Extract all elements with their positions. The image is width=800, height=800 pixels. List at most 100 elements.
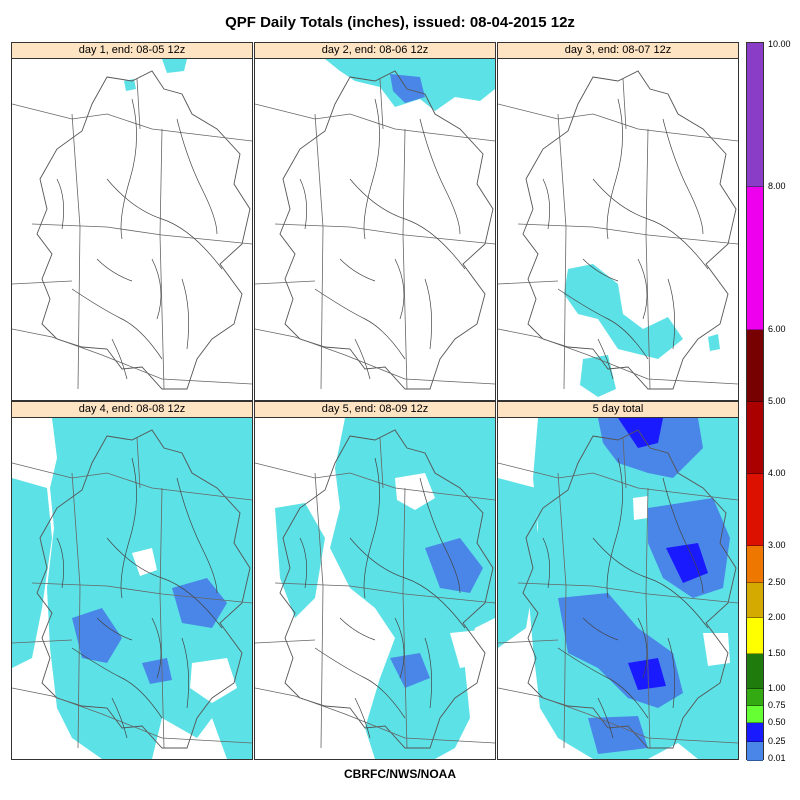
precip-area: [47, 418, 252, 759]
river-line: [542, 537, 550, 589]
panel-header: 5 day total: [498, 402, 738, 418]
legend-swatch: [747, 583, 763, 618]
precip-area: [628, 658, 666, 690]
river-line: [96, 617, 133, 641]
panel-header: day 5, end: 08-09 12z: [255, 402, 495, 418]
legend-swatch: [747, 706, 763, 723]
precip-area: [132, 548, 157, 576]
river-line: [354, 338, 371, 380]
legend-swatch: [747, 723, 763, 742]
precip-area: [12, 478, 52, 668]
legend-swatch: [747, 474, 763, 546]
state-boundary: [498, 103, 738, 142]
river-line: [592, 178, 709, 270]
river-line: [424, 637, 433, 709]
map-day-3: [498, 70, 738, 397]
legend-tick-label: 0.50: [768, 717, 786, 727]
river-line: [592, 537, 709, 629]
state-boundary: [379, 437, 384, 489]
river-line: [394, 258, 405, 320]
legend-tick-label: 0.25: [768, 736, 786, 746]
river-line: [606, 457, 623, 599]
state-boundary: [159, 487, 165, 749]
panel-header: day 1, end: 08-05 12z: [12, 43, 252, 59]
river-line: [354, 697, 371, 739]
basin-boundary: [36, 429, 251, 749]
map-day-4: [12, 418, 252, 759]
river-line: [176, 118, 218, 235]
river-line: [314, 647, 406, 719]
river-line: [349, 537, 466, 629]
basin-boundary: [522, 70, 737, 390]
precip-area: [564, 264, 683, 359]
panel-grid: day 1, end: 08-05 12z day 2, end: 08-06 …: [11, 42, 739, 760]
state-boundary: [12, 280, 73, 285]
basin-boundary: [279, 70, 494, 390]
river-line: [151, 258, 162, 320]
state-boundary: [402, 128, 408, 390]
river-line: [582, 258, 619, 282]
legend-swatch: [747, 546, 763, 583]
legend-swatch: [747, 187, 763, 330]
state-boundary: [498, 280, 559, 285]
precip-area: [498, 478, 538, 648]
chart-title: QPF Daily Totals (inches), issued: 08-04…: [225, 14, 575, 31]
precip-area: [708, 334, 720, 351]
state-boundary: [71, 113, 81, 390]
river-line: [597, 338, 614, 380]
river-line: [667, 637, 676, 709]
panel-5-day-total: 5 day total: [497, 401, 739, 760]
state-boundary: [12, 639, 73, 644]
basin-boundary: [279, 429, 494, 749]
river-line: [419, 477, 461, 594]
color-legend: [746, 42, 764, 761]
river-line: [176, 477, 218, 594]
river-line: [111, 697, 128, 739]
river-line: [363, 98, 380, 240]
legend-tick-label: 3.00: [768, 540, 786, 550]
legend-tick-label: 4.00: [768, 468, 786, 478]
state-boundary: [314, 113, 324, 390]
panel-day-2: day 2, end: 08-06 12z: [254, 42, 496, 401]
panel-header: day 2, end: 08-06 12z: [255, 43, 495, 59]
panel-day-4: day 4, end: 08-08 12z: [11, 401, 253, 760]
state-boundary: [622, 78, 627, 130]
state-boundary: [274, 223, 495, 245]
state-boundary: [255, 103, 495, 142]
panel-header: day 4, end: 08-08 12z: [12, 402, 252, 418]
river-line: [542, 178, 550, 230]
precip-area: [425, 538, 483, 593]
river-line: [363, 457, 380, 599]
river-line: [582, 617, 619, 641]
precip-area: [142, 658, 172, 684]
legend-swatch: [747, 402, 763, 474]
legend-swatch: [747, 654, 763, 689]
river-line: [120, 98, 137, 240]
river-line: [120, 457, 137, 599]
state-boundary: [255, 462, 495, 501]
river-line: [606, 98, 623, 240]
river-line: [181, 637, 190, 709]
precip-area: [330, 418, 495, 759]
legend-swatch: [747, 43, 763, 187]
precip-area: [588, 716, 648, 754]
state-boundary: [622, 437, 627, 489]
river-line: [314, 288, 406, 360]
state-boundary: [12, 687, 252, 744]
river-line: [56, 537, 64, 589]
state-boundary: [255, 328, 495, 385]
river-line: [662, 477, 704, 594]
river-line: [181, 278, 190, 350]
legend-tick-label: 2.50: [768, 577, 786, 587]
panel-day-5: day 5, end: 08-09 12z: [254, 401, 496, 760]
basin-boundary: [522, 429, 737, 749]
basin-boundary: [36, 70, 251, 390]
credit-text: CBRFC/NWS/NOAA: [344, 767, 456, 781]
state-boundary: [12, 328, 252, 385]
legend-tick-label: 1.00: [768, 683, 786, 693]
river-line: [394, 617, 405, 679]
river-line: [299, 537, 307, 589]
state-boundary: [498, 328, 738, 385]
state-boundary: [557, 113, 567, 390]
precip-area: [633, 496, 648, 520]
